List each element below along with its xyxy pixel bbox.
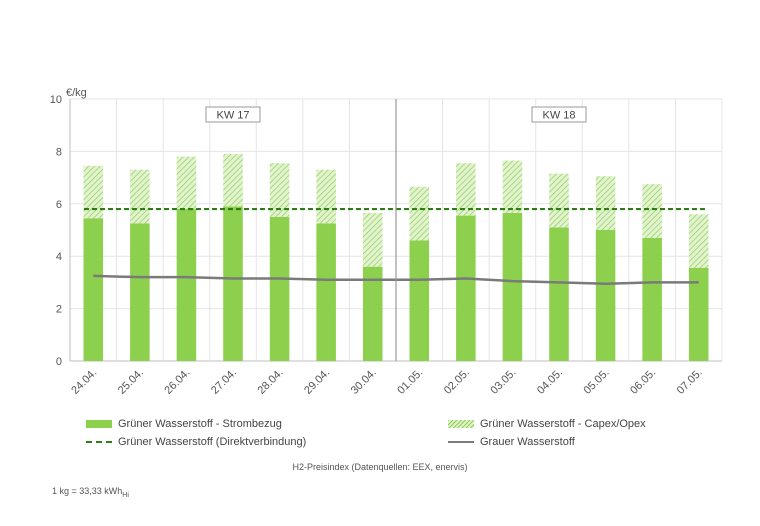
x-tick-label: 01.05. <box>395 367 425 397</box>
x-tick-label: 02.05. <box>442 367 472 397</box>
bar-capex-opex <box>688 214 709 268</box>
bar-strombezug <box>316 223 336 361</box>
legend-swatch-hatched <box>448 420 474 428</box>
bar-strombezug <box>409 240 430 361</box>
h2-price-chart: 0 2 4 6 8 10 KW 17 KW 18 24.04. 25.04. 26.04. 27.04… <box>50 87 723 397</box>
x-tick-label: 05.05. <box>582 367 612 397</box>
bar-strombezug <box>642 237 662 361</box>
bar-capex-opex <box>83 165 104 219</box>
x-tick-label: 25.04. <box>116 367 146 397</box>
legend-swatch-line <box>448 441 474 443</box>
legend-label: Grüner Wasserstoff (Direktverbindung) <box>118 436 307 448</box>
week-label: KW 17 <box>216 110 249 122</box>
bar-capex-opex <box>642 184 662 238</box>
bar-strombezug <box>269 216 290 361</box>
bars <box>83 154 709 361</box>
y-tick-label: 6 <box>56 199 62 211</box>
legend-item-grauer-wasserstoff: Grauer Wasserstoff <box>448 436 575 448</box>
y-tick-label: 2 <box>56 304 62 316</box>
y-tick-label: 8 <box>56 146 62 158</box>
bar-strombezug <box>595 230 616 361</box>
bar-strombezug <box>176 209 197 361</box>
bar-strombezug <box>83 218 104 361</box>
week-label-box <box>531 106 587 123</box>
legend-item-capex-opex: Grüner Wasserstoff - Capex/Opex <box>448 418 646 430</box>
x-tick-label: 03.05. <box>488 367 518 397</box>
x-tick-label: 07.05. <box>675 367 705 397</box>
bar-strombezug <box>130 223 150 361</box>
bar-strombezug <box>688 267 709 361</box>
unit-conversion-note: 1 kg = 33,33 kWhHi <box>52 486 129 499</box>
legend-item-direktverbindung: Grüner Wasserstoff (Direktverbindung) <box>86 436 306 448</box>
legend-swatch-dashed <box>86 441 112 443</box>
legend-label: Grüner Wasserstoff - Strombezug <box>118 418 282 430</box>
legend-label: Grüner Wasserstoff - Capex/Opex <box>480 418 646 430</box>
bar-capex-opex <box>456 163 476 216</box>
bar-strombezug <box>549 227 569 361</box>
bar-capex-opex <box>502 160 523 213</box>
bar-capex-opex <box>409 186 430 241</box>
bar-strombezug <box>456 215 476 361</box>
bar-strombezug <box>362 266 383 361</box>
x-tick-label: 24.04. <box>69 367 99 397</box>
source-note: H2-Preisindex (Datenquellen: EEX, enervi… <box>292 462 468 472</box>
legend-label: Grauer Wasserstoff <box>480 436 575 448</box>
conversion-subscript: Hi <box>122 491 129 499</box>
x-tick-label: 06.05. <box>628 367 658 397</box>
legend-swatch-solid <box>86 420 112 428</box>
bar-capex-opex <box>316 169 336 224</box>
x-tick-label: 04.05. <box>535 367 565 397</box>
bar-capex-opex <box>269 163 290 217</box>
legend-item-strombezug: Grüner Wasserstoff - Strombezug <box>86 418 282 430</box>
y-tick-label: 4 <box>56 251 62 263</box>
y-unit-label: €/kg <box>66 87 87 99</box>
week-label-box <box>205 106 261 123</box>
bar-capex-opex <box>549 173 569 228</box>
y-tick-label: 10 <box>50 94 62 106</box>
x-tick-label: 30.04. <box>349 367 379 397</box>
week-label: KW 18 <box>542 110 575 122</box>
x-tick-label: 28.04. <box>256 367 286 397</box>
bar-capex-opex <box>362 212 383 267</box>
bar-capex-opex <box>130 169 150 224</box>
bar-capex-opex <box>176 156 197 210</box>
bar-capex-opex <box>595 176 616 230</box>
x-tick-label: 29.04. <box>302 367 332 397</box>
y-tick-label: 0 <box>56 356 62 368</box>
bar-strombezug <box>223 206 243 361</box>
conversion-text: 1 kg = 33,33 kWh <box>52 486 123 496</box>
bar-capex-opex <box>223 154 243 207</box>
x-tick-label: 27.04. <box>209 367 239 397</box>
bar-strombezug <box>502 212 523 361</box>
x-tick-label: 26.04. <box>162 367 192 397</box>
